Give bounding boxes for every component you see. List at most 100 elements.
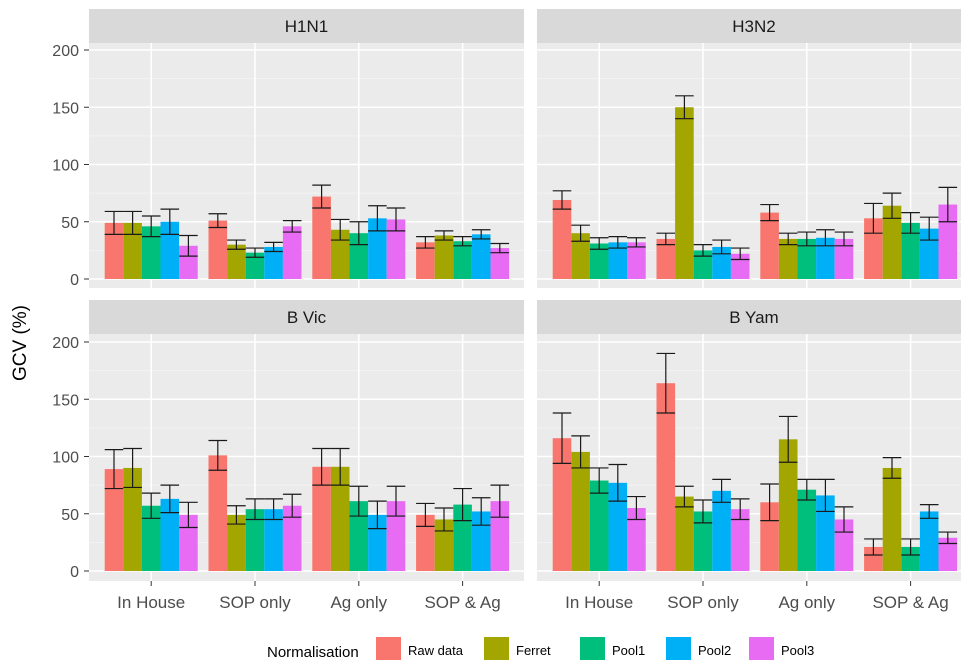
panel-strip xyxy=(537,300,961,334)
legend-key xyxy=(484,637,509,660)
error-bar xyxy=(571,435,590,469)
bar-pool1-in-house xyxy=(589,243,609,279)
bar-pool3-sop-ag xyxy=(490,248,510,279)
legend-key xyxy=(580,637,605,660)
bar-raw-data-in-house xyxy=(552,199,572,279)
y-tick-label: 150 xyxy=(52,100,79,117)
bar-ferret-sop-ag xyxy=(882,205,902,279)
error-bar xyxy=(312,447,331,486)
error-bar xyxy=(453,487,472,522)
error-bar xyxy=(453,236,472,247)
bar-pool1-sop-only xyxy=(245,509,265,571)
bar-pool3-in-house xyxy=(627,242,646,279)
error-bar xyxy=(778,232,798,246)
error-bar xyxy=(490,484,510,518)
error-bar xyxy=(608,463,628,502)
error-bar xyxy=(816,478,835,513)
x-tick-label: In House xyxy=(117,593,185,612)
error-bar xyxy=(656,232,676,246)
y-tick-label: 50 xyxy=(61,507,79,524)
error-bar xyxy=(349,221,369,246)
bar-raw-data-sop-only xyxy=(656,238,676,279)
bar-pool2-ag-only xyxy=(816,237,835,279)
panel-strip xyxy=(89,9,524,43)
error-bar xyxy=(589,467,609,494)
bar-pool1-in-house xyxy=(141,226,161,279)
bar-pool3-in-house xyxy=(179,245,198,279)
x-tick-label: SOP only xyxy=(667,593,739,612)
panel-h3n2: H3N2 xyxy=(537,9,961,288)
error-bar xyxy=(141,215,161,238)
error-bar xyxy=(760,203,779,222)
bar-ferret-in-house xyxy=(571,451,590,571)
bar-pool2-sop-ag xyxy=(919,511,939,571)
bar-pool3-sop-ag xyxy=(938,537,958,571)
error-bar xyxy=(938,531,958,545)
legend-item-pool2: Pool2 xyxy=(666,637,731,660)
bar-raw-data-sop-ag xyxy=(416,514,435,571)
error-bar xyxy=(471,497,491,526)
y-tick-label: 0 xyxy=(70,272,79,289)
error-bar xyxy=(123,447,142,489)
error-bar xyxy=(434,230,454,241)
panels-layer: H1N1 H3N2 B Vic B Yam xyxy=(89,9,961,581)
error-bar xyxy=(901,211,920,234)
x-axis: In House SOP only Ag only SOP & Ag In House S… xyxy=(117,581,949,612)
bar-pool3-sop-only xyxy=(282,226,302,279)
bar-pool2-in-house xyxy=(160,498,180,571)
error-bar xyxy=(368,500,387,530)
error-bar xyxy=(245,247,265,258)
x-tick-label: SOP & Ag xyxy=(872,593,948,612)
error-bar xyxy=(160,208,180,235)
bar-pool1-ag-only xyxy=(797,489,817,571)
y-tick-label: 100 xyxy=(52,450,79,467)
panel-strip xyxy=(537,9,961,43)
bar-raw-data-ag-only xyxy=(312,196,331,279)
error-bar xyxy=(227,505,246,525)
error-bar xyxy=(386,485,406,517)
bar-pool2-sop-only xyxy=(264,509,283,571)
bar-pool1-in-house xyxy=(141,505,161,571)
bar-raw-data-in-house xyxy=(104,469,124,571)
error-bar xyxy=(627,495,646,521)
error-bar xyxy=(627,237,646,248)
bar-pool2-sop-only xyxy=(712,490,731,571)
panel-h1n1: H1N1 xyxy=(89,9,524,288)
y-tick-label: 200 xyxy=(52,43,79,60)
error-bar xyxy=(816,229,835,247)
error-bar xyxy=(264,498,283,521)
panel-b-vic: B Vic xyxy=(89,300,524,581)
error-bar xyxy=(760,483,779,522)
error-bar xyxy=(675,485,694,508)
error-bar xyxy=(141,492,161,519)
panel-b-yam: B Yam xyxy=(537,300,961,581)
bar-raw-data-in-house xyxy=(104,222,124,279)
bar-ferret-in-house xyxy=(123,222,142,279)
bar-pool3-in-house xyxy=(627,508,646,571)
bar-pool3-sop-only xyxy=(282,505,302,571)
legend-item-ferret: Ferret xyxy=(484,637,551,660)
x-tick-label: Ag only xyxy=(778,593,835,612)
legend-item-pool1: Pool1 xyxy=(580,637,645,660)
bar-pool1-ag-only xyxy=(349,501,369,571)
bar-pool2-in-house xyxy=(160,221,180,279)
bar-pool3-sop-ag xyxy=(490,501,510,571)
error-bar xyxy=(797,231,817,247)
bar-pool3-sop-ag xyxy=(938,204,958,279)
error-bar xyxy=(675,95,694,120)
bar-pool2-sop-ag xyxy=(471,234,491,279)
bar-raw-data-sop-ag xyxy=(416,242,435,279)
panel-title: H1N1 xyxy=(285,17,328,36)
x-tick-label: SOP & Ag xyxy=(424,593,500,612)
error-bar xyxy=(416,236,435,249)
error-bar xyxy=(416,502,435,527)
error-bar xyxy=(227,239,246,250)
error-bar xyxy=(208,439,228,471)
panel-title: B Vic xyxy=(287,308,327,327)
bar-pool2-sop-only xyxy=(264,246,283,279)
bar-raw-data-sop-ag xyxy=(864,546,883,571)
error-bar xyxy=(264,241,283,253)
error-bar xyxy=(386,207,406,232)
bar-ferret-sop-ag xyxy=(434,235,454,279)
bar-ferret-ag-only xyxy=(330,466,350,571)
